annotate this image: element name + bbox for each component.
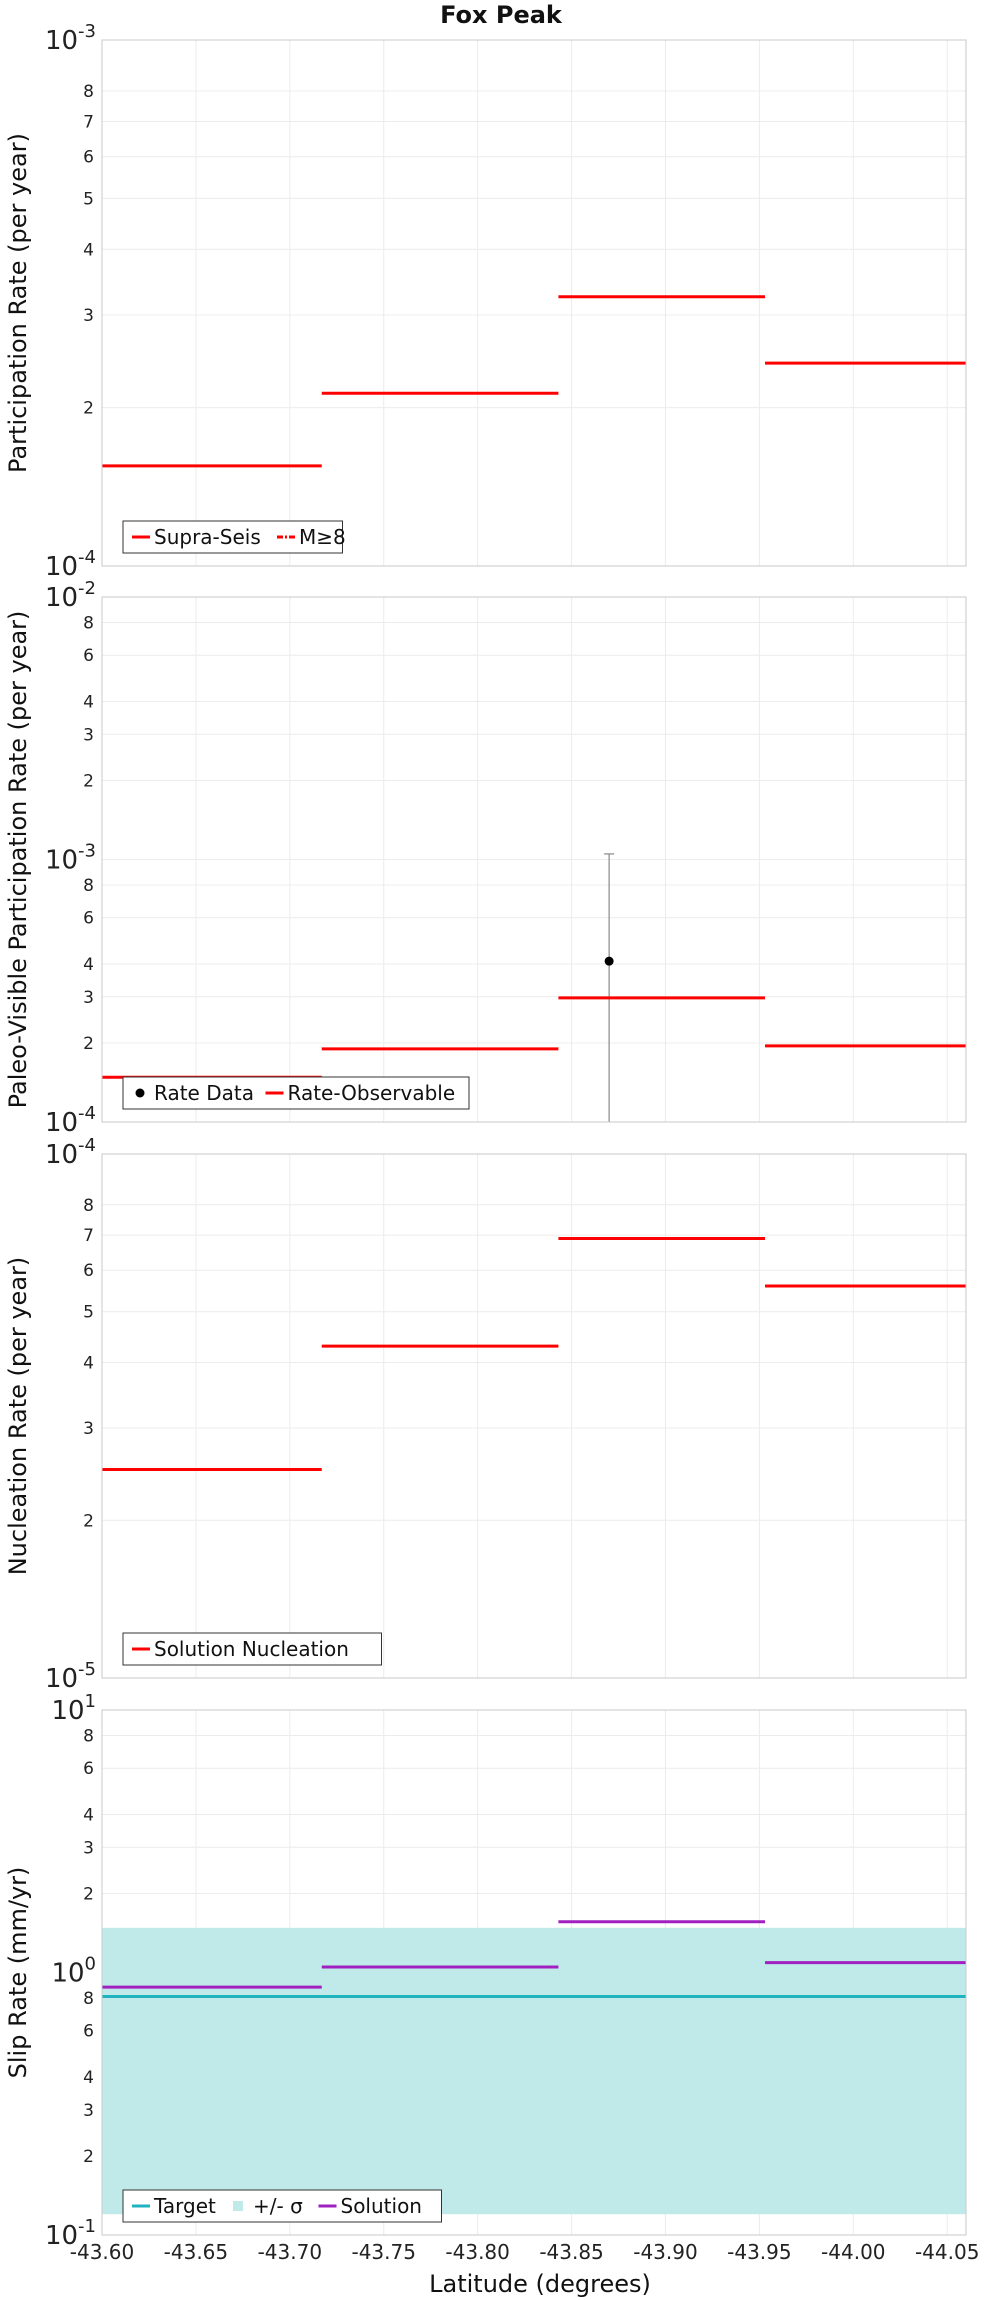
y-minor-tick-label: 4 — [83, 955, 94, 975]
y-axis-label: Paleo-Visible Participation Rate (per ye… — [4, 611, 32, 1109]
plot-frame — [101, 1153, 967, 1679]
x-tick-label: -43.60 — [70, 2240, 134, 2264]
y-major-tick-label: 100 — [51, 1954, 96, 1989]
y-minor-tick-label: 8 — [83, 1989, 94, 2009]
y-minor-tick-label: 4 — [83, 692, 94, 712]
y-major-tick-label: 10-4 — [45, 1103, 96, 1138]
legend-box — [122, 2189, 442, 2223]
y-major-tick-label: 101 — [51, 1691, 96, 1726]
y-minor-tick-label: 3 — [83, 2101, 94, 2121]
x-tick-label: -44.05 — [915, 2240, 979, 2264]
y-minor-tick-label: 2 — [83, 399, 94, 419]
rate-data-point — [604, 956, 614, 966]
legend-box — [122, 520, 343, 554]
y-minor-tick-label: 7 — [83, 112, 94, 132]
y-major-tick-label: 10-2 — [45, 578, 96, 613]
sigma-band — [102, 1927, 966, 2215]
y-axis-label: Slip Rate (mm/yr) — [4, 1867, 32, 2079]
x-tick-label: -43.80 — [445, 2240, 509, 2264]
legend-label: M≥8 — [299, 525, 346, 549]
x-tick-label: -43.90 — [633, 2240, 697, 2264]
y-minor-tick-label: 6 — [83, 2022, 94, 2042]
y-minor-tick-label: 8 — [83, 613, 94, 633]
y-minor-tick-label: 8 — [83, 1726, 94, 1746]
panel-1: 10-3 10-4 8 7 6 5 4 3 2 Participation Rate (per y… — [4, 21, 967, 582]
y-major-tick-label: 10-1 — [45, 2216, 96, 2251]
y-minor-tick-label: 3 — [83, 1419, 94, 1439]
chart-title: Fox Peak — [440, 1, 563, 29]
legend-label: Rate Data — [154, 1081, 254, 1105]
y-minor-tick-label: 8 — [83, 82, 94, 102]
x-tick-label: -43.85 — [539, 2240, 603, 2264]
y-minor-tick-label: 4 — [83, 2068, 94, 2088]
x-axis-label: Latitude (degrees) — [429, 2270, 651, 2298]
gridlines — [101, 39, 966, 567]
y-major-tick-label: 10-4 — [45, 547, 96, 582]
x-tick-label: -43.65 — [164, 2240, 228, 2264]
y-minor-tick-label: 6 — [83, 1261, 94, 1281]
y-minor-tick-label: 5 — [83, 189, 94, 209]
legend-label: Solution Nucleation — [154, 1637, 349, 1661]
panels: 10-3 10-4 8 7 6 5 4 3 2 Participation Rate (per y… — [4, 21, 979, 2264]
y-minor-tick-label: 6 — [83, 909, 94, 929]
x-tick-label: -43.70 — [258, 2240, 322, 2264]
y-major-tick-label: 10-4 — [45, 1135, 96, 1170]
y-minor-tick-label: 8 — [83, 876, 94, 896]
y-major-tick-label: 10-5 — [45, 1659, 96, 1694]
y-minor-tick-label: 2 — [83, 1884, 94, 1904]
legend-label: Supra-Seis — [154, 525, 261, 549]
y-major-tick-label: 10-3 — [45, 841, 96, 876]
plot-frame — [101, 39, 967, 567]
y-minor-tick-label: 2 — [83, 2147, 94, 2167]
legend: Solution Nucleation — [122, 1632, 382, 1666]
legend: Target +/- σ Solution — [122, 2189, 442, 2223]
panel-2: 10-2 10-3 10-4 8 6 4 3 2 8 6 4 3 2 Paleo-Visible Part… — [4, 578, 967, 1138]
legend-box — [122, 1076, 470, 1110]
legend-label: +/- σ — [253, 2194, 303, 2218]
y-axis-label: Nucleation Rate (per year) — [4, 1257, 32, 1576]
x-tick-label: -43.95 — [727, 2240, 791, 2264]
x-tick-label: -44.00 — [821, 2240, 885, 2264]
panel-4: 101 100 10-1 8 6 4 3 2 8 6 4 3 2 Slip Rate (mm/yr) Tar… — [4, 1691, 967, 2251]
plot-frame — [101, 596, 967, 1123]
legend: Supra-Seis M≥8 — [122, 520, 346, 554]
y-minor-tick-label: 7 — [83, 1226, 94, 1246]
y-minor-tick-label: 2 — [83, 771, 94, 791]
y-minor-tick-label: 6 — [83, 646, 94, 666]
y-minor-tick-label: 4 — [83, 1805, 94, 1825]
y-minor-tick-label: 5 — [83, 1303, 94, 1323]
y-minor-tick-label: 2 — [83, 1511, 94, 1531]
y-minor-tick-label: 3 — [83, 725, 94, 745]
legend-swatch-sigma — [233, 2201, 243, 2211]
legend-label: Target — [153, 2194, 216, 2218]
plot-frame — [101, 1709, 967, 2236]
legend-swatch-rate-data — [135, 1088, 145, 1098]
panel-3: 10-4 10-5 8 7 6 5 4 3 2 Nucleation Rate (per year… — [4, 1135, 967, 1694]
legend-label: Solution — [341, 2194, 422, 2218]
y-minor-tick-label: 6 — [83, 1759, 94, 1779]
legend-label: Rate-Observable — [288, 1081, 456, 1105]
y-axis-label: Participation Rate (per year) — [4, 133, 32, 473]
y-minor-tick-label: 8 — [83, 1196, 94, 1216]
y-minor-tick-label: 6 — [83, 148, 94, 168]
y-minor-tick-label: 3 — [83, 988, 94, 1008]
y-major-tick-label: 10-3 — [45, 21, 96, 56]
gridlines — [101, 1153, 966, 1679]
legend-box — [122, 1632, 382, 1666]
y-minor-tick-label: 4 — [83, 240, 94, 260]
y-minor-tick-label: 2 — [83, 1034, 94, 1054]
x-tick-labels: -43.60 -43.65 -43.70 -43.75 -43.80 -43.85 -43.… — [70, 2240, 980, 2264]
y-minor-tick-label: 3 — [83, 306, 94, 326]
legend: Rate Data Rate-Observable — [122, 1076, 470, 1110]
y-minor-tick-label: 4 — [83, 1354, 94, 1374]
gridlines — [101, 596, 966, 1123]
y-minor-tick-label: 3 — [83, 1838, 94, 1858]
x-tick-label: -43.75 — [351, 2240, 415, 2264]
